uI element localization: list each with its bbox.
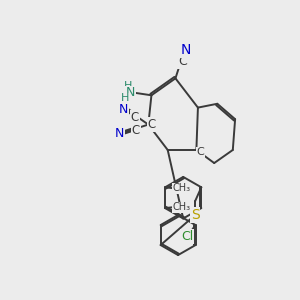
Text: N: N [115, 127, 124, 140]
Text: CH₃: CH₃ [172, 202, 190, 212]
Text: C: C [196, 147, 204, 157]
Text: CH₃: CH₃ [172, 183, 190, 193]
Text: C: C [132, 124, 140, 136]
Text: H: H [124, 81, 132, 91]
Text: C: C [147, 118, 156, 131]
Text: C: C [131, 111, 139, 124]
Text: N: N [126, 86, 135, 100]
Text: N: N [180, 43, 191, 57]
Text: Cl: Cl [181, 230, 193, 243]
Text: C: C [178, 55, 187, 68]
Text: N: N [119, 103, 128, 116]
Text: H: H [121, 93, 129, 103]
Text: S: S [191, 208, 200, 222]
